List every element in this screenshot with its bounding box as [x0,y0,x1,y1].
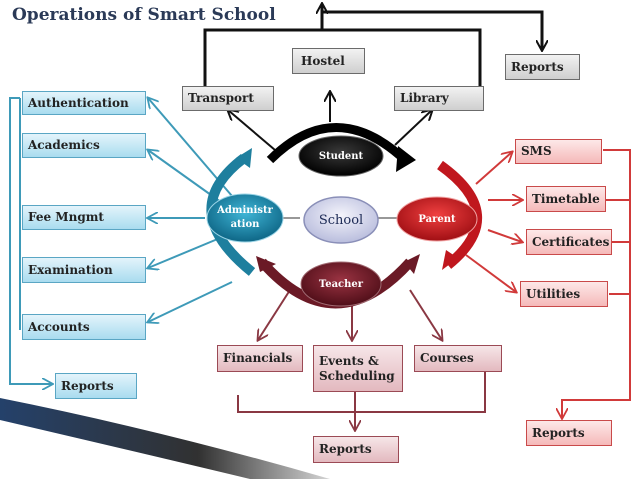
administration-label: Administr ation [217,205,273,230]
transport-box: Transport [182,86,274,111]
school-label: School [318,212,364,228]
parent-label: Parent [418,213,456,225]
top-reports-box: Reports [505,54,580,80]
academics-box: Academics [22,133,146,158]
timetable-box: Timetable [526,186,606,212]
certificates-box: Certificates [526,229,612,255]
teacher-oval [300,261,382,307]
utilities-box: Utilities [520,281,608,307]
financials-box: Financials [217,345,303,372]
events-scheduling-box: Events & Scheduling [313,345,403,392]
fee-mngmt-box: Fee Mngmt [22,205,146,230]
library-box: Library [394,86,484,111]
bottom-bracket-line [237,372,486,413]
hostel-box: Hostel [292,48,365,74]
teacher-label: Teacher [318,278,364,290]
student-arc [266,123,409,164]
authentication-box: Authentication [22,91,146,115]
admin-oval [206,193,284,243]
student-label: Student [318,150,364,162]
right-reports-box: Reports [526,420,612,446]
left-reports-box: Reports [55,373,137,399]
sms-box: SMS [515,139,602,164]
parent-arc [437,160,482,269]
school-oval [303,196,379,244]
top-loop-line [203,28,482,86]
accounts-box: Accounts [22,314,146,340]
left-bracket-line [9,97,52,384]
page-title: Operations of Smart School [12,5,276,25]
student-oval [298,135,384,177]
bottom-reports-box: Reports [313,436,399,463]
examination-box: Examination [22,257,146,283]
right-bracket-line [603,149,631,318]
parent-oval [396,196,478,242]
courses-box: Courses [414,345,502,372]
